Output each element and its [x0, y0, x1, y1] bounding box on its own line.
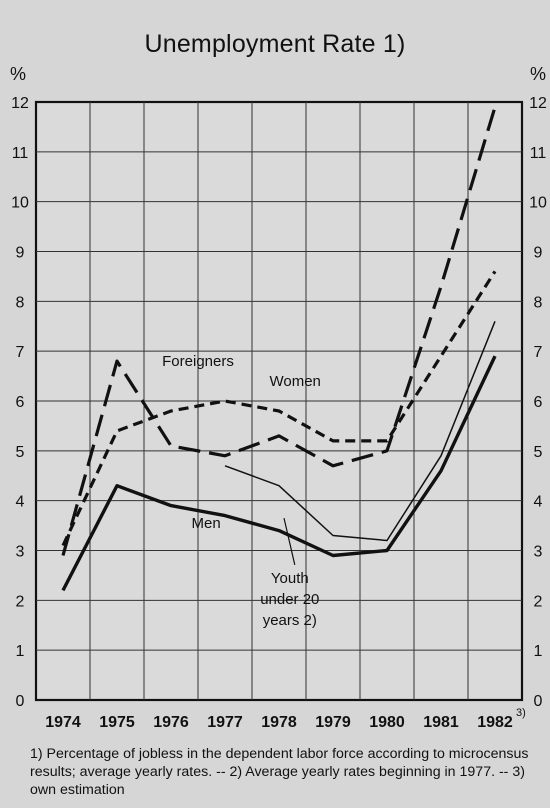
y-tick-label-right: 9 [534, 245, 543, 262]
series-line-foreigners [61, 106, 497, 556]
y-tick-label-left: 6 [16, 394, 25, 411]
y-unit-left: % [10, 64, 26, 84]
y-tick-label-right: 1 [534, 643, 543, 660]
y-tick-label-right: 6 [534, 394, 543, 411]
series-line-men [61, 355, 497, 592]
series-label-youth-under-20-years-2: Youth [271, 570, 309, 587]
series-label-youth-under-20-years-2: years 2) [263, 612, 317, 629]
x-tick-label: 1982 [477, 714, 513, 731]
x-tick-label: 1980 [369, 714, 405, 731]
y-tick-label-left: 11 [12, 145, 29, 162]
y-tick-label-left: 10 [11, 195, 29, 212]
series-label-men: Men [192, 515, 221, 532]
y-tick-label-left: 9 [16, 245, 25, 262]
y-tick-label-left: 12 [11, 95, 29, 112]
chart-title: Unemployment Rate 1) [144, 30, 406, 58]
youth-leader-line [283, 517, 296, 566]
x-tick-label: 1975 [99, 714, 135, 731]
y-tick-label-right: 2 [534, 593, 543, 610]
x-tick-label: 1974 [45, 714, 81, 731]
x-tick-label: 1981 [423, 714, 459, 731]
x-tick-label: 1978 [261, 714, 297, 731]
y-tick-label-right: 5 [534, 444, 543, 461]
y-tick-label-right: 0 [534, 693, 543, 710]
series-label-women: Women [269, 373, 320, 390]
y-tick-label-left: 0 [16, 693, 25, 710]
y-tick-label-left: 3 [16, 544, 25, 561]
y-tick-label-right: 12 [529, 95, 547, 112]
y-tick-label-right: 11 [530, 145, 547, 162]
grid [36, 102, 522, 700]
annotations: Foreigners Women Men Youth under 20 years 2) [162, 353, 321, 629]
series-line-youth-under-20-years-2 [224, 321, 496, 542]
y-tick-label-left: 7 [16, 344, 25, 361]
x-tick-label: 1976 [153, 714, 189, 731]
y-unit-right: % [530, 64, 546, 84]
y-tick-label-right: 4 [534, 494, 543, 511]
y-tick-label-right: 3 [534, 544, 543, 561]
series-label-foreigners: Foreigners [162, 353, 234, 370]
y-tick-label-right: 8 [534, 294, 543, 311]
y-tick-label-left: 4 [16, 494, 25, 511]
y-tick-label-right: 10 [529, 195, 547, 212]
y-tick-label-right: 7 [534, 344, 543, 361]
x-tick-note: 3) [516, 707, 526, 719]
x-tick-label: 1977 [207, 714, 243, 731]
y-tick-label-left: 5 [16, 444, 25, 461]
series-layer [61, 106, 497, 592]
series-line-women [61, 270, 497, 547]
x-tick-label: 1979 [315, 714, 351, 731]
footnote: 1) Percentage of jobless in the dependen… [30, 746, 529, 798]
series-label-youth-under-20-years-2: under 20 [260, 591, 319, 608]
y-tick-label-left: 1 [16, 643, 25, 660]
y-tick-label-left: 8 [16, 294, 25, 311]
y-tick-label-left: 2 [16, 593, 25, 610]
